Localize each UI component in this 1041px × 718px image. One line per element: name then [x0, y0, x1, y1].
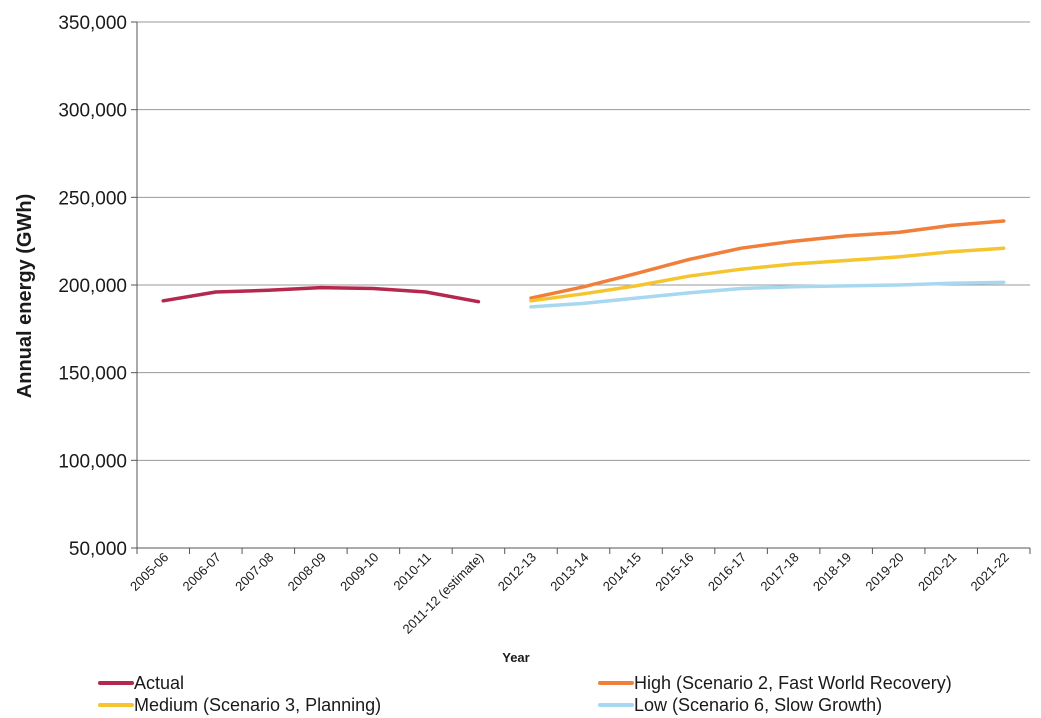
data-point-0 — [161, 299, 165, 303]
data-point-1 — [582, 285, 585, 289]
y-tick-label: 200,000 — [58, 276, 127, 297]
data-point-3 — [1002, 280, 1006, 284]
x-tick-label: 2020-21 — [915, 550, 959, 594]
data-point-1 — [897, 230, 901, 234]
data-point-3 — [687, 291, 691, 295]
y-tick-label: 50,000 — [69, 539, 127, 560]
data-point-3 — [897, 283, 901, 287]
data-point-2 — [897, 255, 901, 259]
legend-label: Actual — [134, 673, 184, 693]
series-line-0 — [161, 285, 481, 304]
data-point-3 — [844, 284, 848, 288]
data-point-2 — [792, 262, 796, 266]
series-line-1 — [529, 219, 1006, 300]
x-tick-label: 2021-22 — [968, 550, 1012, 594]
data-point-3 — [949, 281, 953, 285]
legend-label: Medium (Scenario 3, Planning) — [134, 695, 381, 715]
legend: Actual High (Scenario 2, Fast World Recov… — [98, 673, 952, 715]
x-tick-label: 2014-15 — [600, 550, 644, 594]
x-tick-label: 2010-11 — [390, 550, 434, 594]
x-tick-label: 2005-06 — [127, 550, 171, 594]
data-point-0 — [476, 300, 480, 304]
data-point-3 — [529, 305, 533, 309]
y-axis-title: Annual energy (GWh) — [14, 194, 36, 398]
data-point-1 — [529, 296, 533, 300]
data-point-0 — [424, 290, 428, 294]
x-tick-label: 2013-14 — [547, 550, 591, 594]
x-axis-title: Year — [502, 650, 529, 665]
legend-label: High (Scenario 2, Fast World Recovery) — [634, 673, 952, 693]
legend-label: Low (Scenario 6, Slow Growth) — [634, 695, 882, 715]
data-point-2 — [687, 274, 691, 278]
data-point-1 — [739, 246, 743, 250]
x-tick-label: 2017-18 — [757, 550, 801, 594]
x-tick-label: 2018-19 — [810, 550, 854, 594]
y-tick-label: 250,000 — [58, 188, 127, 209]
data-point-1 — [949, 223, 953, 227]
y-tick-label: 150,000 — [58, 364, 127, 385]
data-point-2 — [949, 250, 953, 254]
x-tick-label: 2015-16 — [652, 550, 696, 594]
data-point-1 — [634, 272, 638, 276]
data-point-0 — [214, 290, 218, 294]
data-point-3 — [792, 285, 796, 289]
data-point-2 — [739, 267, 743, 271]
data-point-1 — [792, 239, 796, 243]
y-tick-label: 300,000 — [58, 101, 127, 122]
data-point-1 — [844, 234, 848, 238]
x-tick-label: 2009-10 — [337, 550, 381, 594]
data-point-2 — [634, 284, 638, 288]
data-point-0 — [371, 287, 375, 291]
x-tick-label: 2007-08 — [232, 550, 276, 594]
axis-labels: Annual energy (GWh) Year — [14, 194, 530, 665]
series-lines — [161, 219, 1006, 309]
data-point-2 — [844, 258, 848, 262]
series-line-2 — [529, 246, 1006, 303]
x-tick-label: 2012-13 — [495, 550, 539, 594]
x-tick-label: 2006-07 — [180, 550, 224, 594]
series-line-3 — [529, 280, 1006, 309]
data-point-3 — [634, 296, 638, 300]
data-point-1 — [687, 258, 691, 262]
x-tick-label: 2008-09 — [285, 550, 329, 594]
data-point-2 — [1002, 246, 1006, 250]
data-point-2 — [582, 292, 585, 296]
y-tick-label: 350,000 — [58, 13, 127, 34]
data-point-2 — [529, 299, 533, 303]
x-tick-label: 2016-17 — [705, 550, 749, 594]
axes: 50,000 100,000 150,000 200,000 250,000 300,00… — [58, 13, 1031, 637]
data-point-0 — [319, 286, 323, 290]
x-tick-label: 2019-20 — [862, 550, 906, 594]
data-point-3 — [739, 287, 743, 291]
data-point-1 — [1002, 219, 1006, 223]
data-point-0 — [266, 288, 270, 292]
data-point-3 — [582, 301, 585, 305]
grid-lines — [137, 21, 1030, 549]
y-tick-label: 100,000 — [58, 451, 127, 472]
